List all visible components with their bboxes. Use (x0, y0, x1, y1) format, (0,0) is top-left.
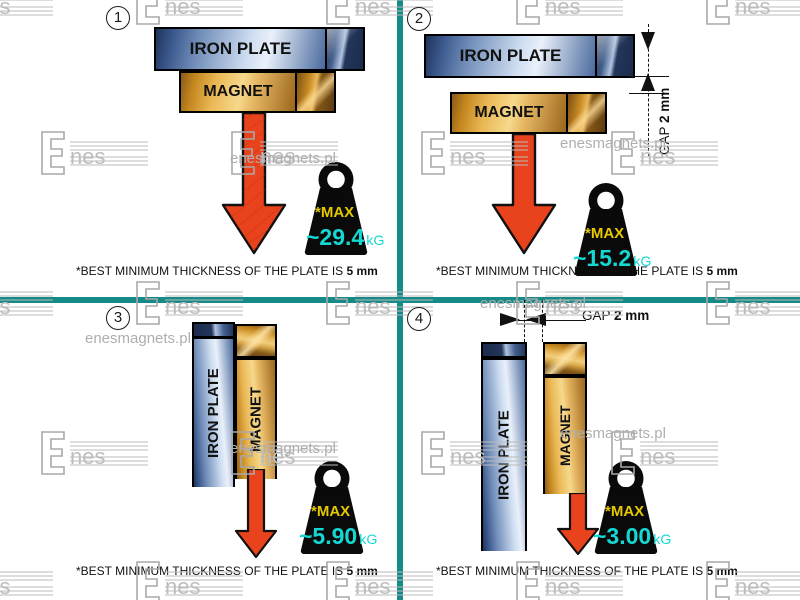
svg-text:nes: nes (355, 0, 390, 19)
svg-text:nes: nes (0, 0, 10, 19)
svg-text:nes: nes (70, 144, 105, 169)
svg-text:nes: nes (735, 574, 770, 599)
svg-text:nes: nes (165, 0, 200, 19)
svg-text:nes: nes (545, 0, 580, 19)
svg-text:nes: nes (735, 0, 770, 19)
svg-text:nes: nes (70, 444, 105, 469)
svg-text:nes: nes (0, 574, 10, 599)
svg-text:nes: nes (450, 144, 485, 169)
